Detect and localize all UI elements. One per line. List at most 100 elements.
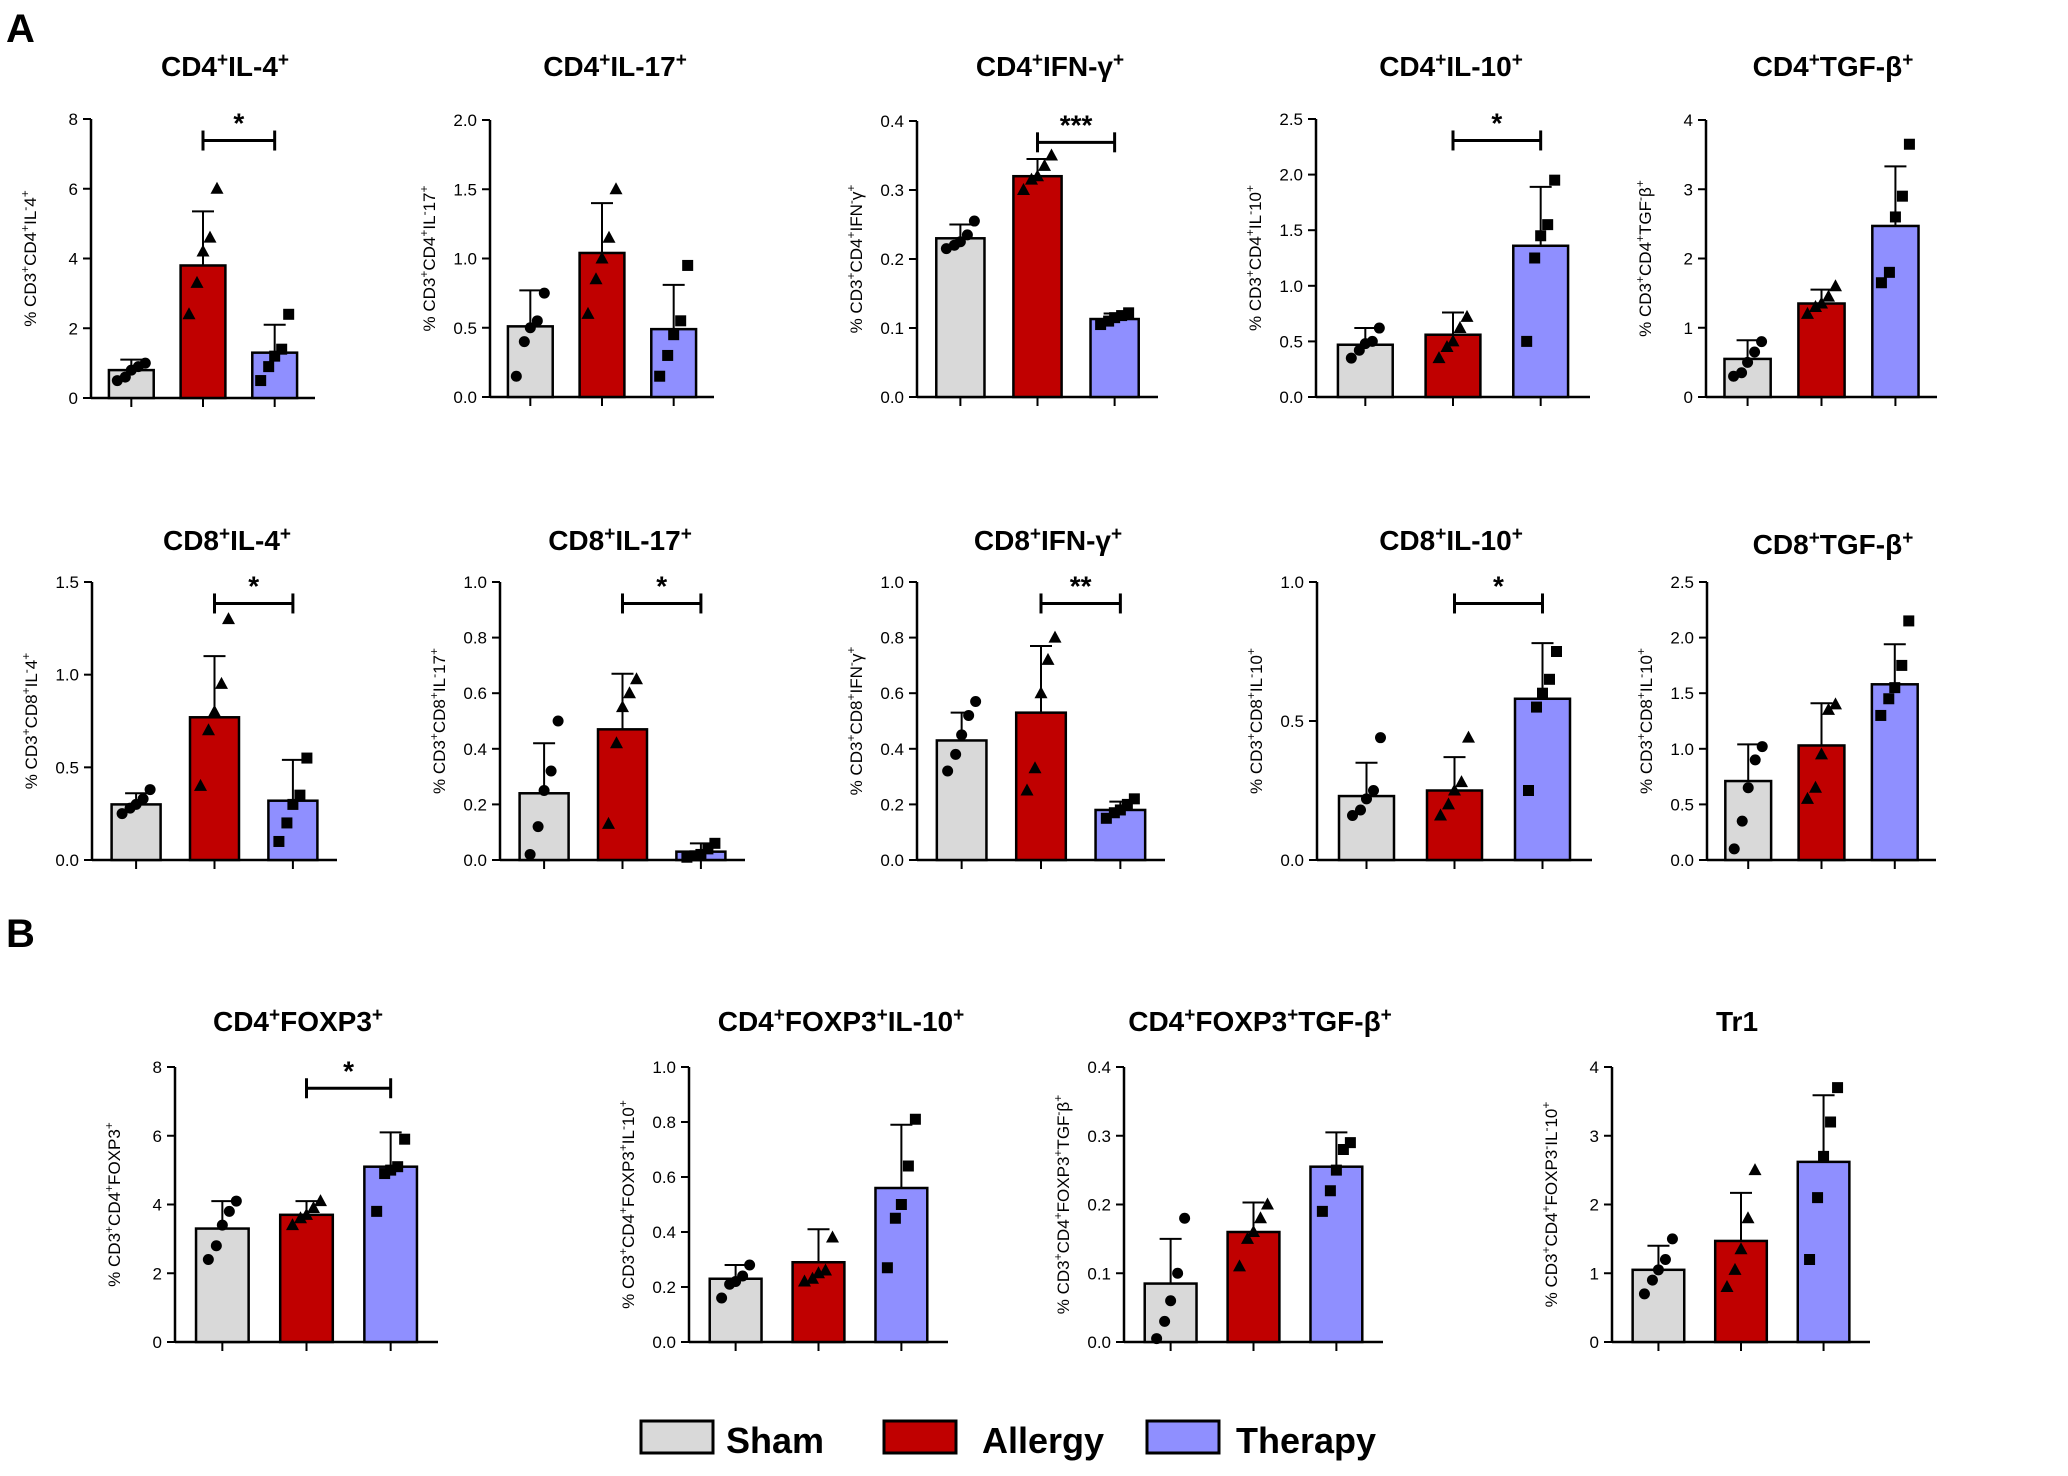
data-point: [1815, 296, 1828, 309]
data-point: [1172, 1267, 1184, 1279]
data-point: [1121, 798, 1133, 810]
y-tick-label: 0.2: [880, 250, 904, 269]
data-point: [1337, 1144, 1349, 1155]
bar-sham: [1337, 794, 1396, 862]
ylabel-superscript: +: [1634, 733, 1648, 740]
data-point: [1103, 315, 1115, 327]
data-point: [1344, 1137, 1356, 1149]
data-point: [1551, 646, 1562, 657]
ylabel-part: CD3: [847, 280, 866, 314]
ylabel-part: IL: [1247, 678, 1266, 692]
data-point: [300, 1207, 313, 1220]
data-point: [1535, 230, 1547, 242]
bar-allergy: [1226, 1230, 1281, 1344]
data-point: [610, 736, 623, 749]
data-point: [1038, 158, 1051, 171]
ylabel-part: TGF: [1636, 201, 1655, 235]
y-tick-label: 0.1: [880, 319, 904, 338]
data-point: [1453, 321, 1467, 334]
data-point: [1261, 1197, 1274, 1210]
data-point: [1041, 652, 1055, 665]
data-point: [222, 612, 235, 625]
y-axis-label: % CD3+CD4+FOXP3-IL-10+: [1539, 1102, 1561, 1308]
data-point: [1448, 783, 1461, 796]
ylabel-part: CD3: [847, 742, 866, 776]
data-point: [1368, 785, 1379, 796]
y-tick-label: 0.4: [463, 740, 487, 759]
y-axis-label: % CD3+CD8+IL-4+: [19, 653, 41, 790]
ylabel-superscript: -: [19, 669, 33, 673]
data-point: [1801, 306, 1814, 319]
title-part: IL-4: [230, 525, 280, 556]
title-part: CD4: [543, 51, 599, 82]
data-point: [1048, 630, 1062, 643]
y-tick-label: 1.0: [55, 666, 79, 685]
data-point: [602, 816, 615, 829]
title-superscript: +: [219, 524, 230, 545]
y-tick-label: 0.2: [652, 1278, 676, 1297]
data-point: [1809, 299, 1822, 312]
ylabel-superscript: +: [844, 647, 858, 654]
data-point: [954, 236, 966, 248]
title-superscript: +: [1902, 528, 1913, 549]
data-point: [1728, 843, 1740, 855]
data-point: [595, 251, 609, 264]
title-part: FOXP3: [785, 1006, 877, 1037]
legend-item-allergy: Allergy: [882, 1419, 1104, 1461]
ylabel-superscript: +: [19, 728, 33, 735]
legend-swatch: [639, 1419, 715, 1455]
ylabel-part: CD3: [1054, 1260, 1073, 1294]
y-tick-label: 0.5: [453, 319, 477, 338]
y-tick-label: 0.0: [880, 388, 904, 407]
data-point: [1822, 289, 1835, 302]
data-point: [581, 306, 595, 319]
y-tick-label: 6: [153, 1127, 162, 1146]
ylabel-part: 17: [420, 193, 439, 212]
ylabel-part: %: [420, 312, 439, 332]
y-tick-label: 2.0: [1279, 166, 1303, 185]
y-tick-label: 1.0: [453, 250, 477, 269]
y-axis-label: % CD3+CD8+IL-17+: [427, 648, 449, 794]
ylabel-superscript: +: [1244, 733, 1258, 740]
y-tick-label: 0.0: [880, 851, 904, 870]
data-point: [510, 370, 522, 382]
data-point: [399, 1133, 411, 1145]
data-point: [1749, 346, 1761, 358]
bar-allergy: [179, 264, 227, 400]
data-point: [1537, 687, 1548, 699]
data-point: [203, 230, 217, 243]
ylabel-superscript: -: [1244, 674, 1258, 678]
data-point: [552, 715, 564, 727]
y-tick-label: 4: [1590, 1058, 1599, 1077]
data-point: [950, 748, 962, 760]
ylabel-superscript: +: [1051, 1095, 1065, 1102]
data-point: [1462, 730, 1475, 743]
title-part: Tr1: [1716, 1006, 1758, 1037]
ylabel-part: IL: [619, 1130, 638, 1144]
ylabel-superscript: +: [417, 230, 431, 237]
bar-allergy: [596, 728, 649, 862]
bar-sham: [708, 1277, 763, 1344]
ylabel-superscript: -: [844, 662, 858, 666]
data-point: [1114, 804, 1126, 816]
significance-bracket: *: [621, 570, 703, 614]
data-point: [1034, 686, 1048, 699]
chart-title: CD4+IFN-γ+: [976, 50, 1124, 83]
data-point: [1116, 310, 1128, 322]
data-point: [1742, 356, 1754, 368]
y-tick-label: 1.0: [880, 573, 904, 592]
data-point: [709, 837, 721, 849]
data-point: [182, 307, 196, 320]
ylabel-superscript: +: [1633, 235, 1647, 242]
title-superscript: +: [604, 524, 615, 545]
significance-label: *: [1493, 570, 1504, 601]
ylabel-superscript: +: [1243, 185, 1257, 192]
data-point: [668, 329, 680, 341]
chart-title: CD4+FOXP3+IL-10+: [718, 1005, 965, 1038]
data-point: [286, 1218, 299, 1231]
y-tick-label: 2: [1684, 250, 1693, 269]
ylabel-superscript: +: [1634, 648, 1648, 655]
bar-sham: [935, 237, 986, 399]
y-tick-label: 2: [1590, 1196, 1599, 1215]
data-point: [1903, 138, 1915, 150]
